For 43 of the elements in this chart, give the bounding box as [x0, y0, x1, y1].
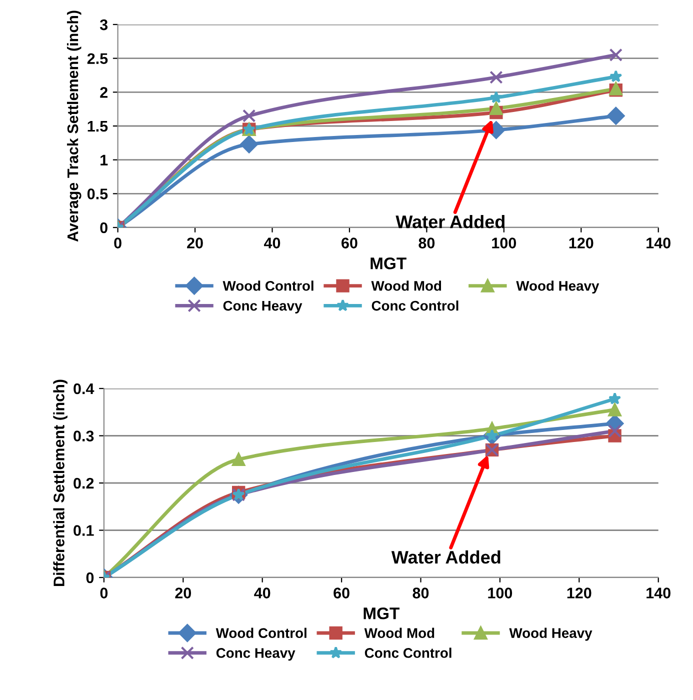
y-tick-label: 1.5: [88, 121, 108, 132]
legend-label: Conc Heavy: [223, 300, 302, 314]
x-tick-label: 0: [114, 238, 122, 248]
x-tick-label: 100: [488, 588, 512, 598]
legend-label: Wood Control: [216, 628, 306, 638]
legend-label: Conc Control: [372, 300, 458, 311]
legend-label: Wood Heavy: [509, 628, 592, 641]
y-tick-label: 0.4: [74, 383, 94, 394]
legend-label: Conc Control: [364, 648, 452, 658]
x-tick-label: 120: [567, 588, 592, 598]
x-axis-title: MGT: [364, 607, 400, 620]
x-tick-label: 140: [646, 238, 670, 248]
x-tick-label: 40: [254, 588, 270, 598]
y-tick-label: 0: [86, 572, 94, 584]
x-tick-label: 80: [418, 238, 435, 248]
annotation: Water Added: [396, 214, 504, 228]
y-tick-label: 1: [100, 154, 108, 166]
legend-label: Wood Heavy: [516, 280, 600, 294]
x-tick-label: 20: [175, 588, 192, 598]
y-axis-title: Average Track Settlement (inch): [66, 10, 82, 242]
x-tick-label: 120: [569, 238, 594, 248]
y-tick-label: 2: [100, 87, 108, 98]
x-axis-title: MGT: [370, 257, 406, 270]
x-tick-label: 60: [334, 588, 350, 598]
x-tick-label: 60: [342, 238, 358, 248]
y-tick-label: 0.2: [74, 478, 94, 489]
y-tick-label: 0.3: [74, 430, 94, 442]
legend-label: Wood Control: [222, 280, 314, 291]
annotation: Water Added: [391, 550, 500, 564]
y-tick-label: 0: [100, 222, 108, 234]
y-tick-label: 2.5: [87, 53, 108, 64]
x-tick-label: 40: [264, 238, 280, 248]
x-tick-label: 80: [412, 588, 429, 598]
y-tick-label: 0.1: [74, 525, 94, 536]
legend-label: Wood Mod: [364, 628, 434, 638]
legend-label: Conc Heavy: [216, 648, 296, 661]
x-tick-label: 140: [646, 588, 670, 598]
x-tick-label: 100: [492, 238, 516, 248]
y-tick-label: 0.5: [87, 188, 108, 200]
x-tick-label: 20: [187, 238, 203, 248]
y-axis-title: Differential Settlement (inch): [53, 380, 68, 586]
legend-label: Wood Mod: [371, 280, 442, 291]
y-tick-label: 3: [100, 19, 108, 30]
